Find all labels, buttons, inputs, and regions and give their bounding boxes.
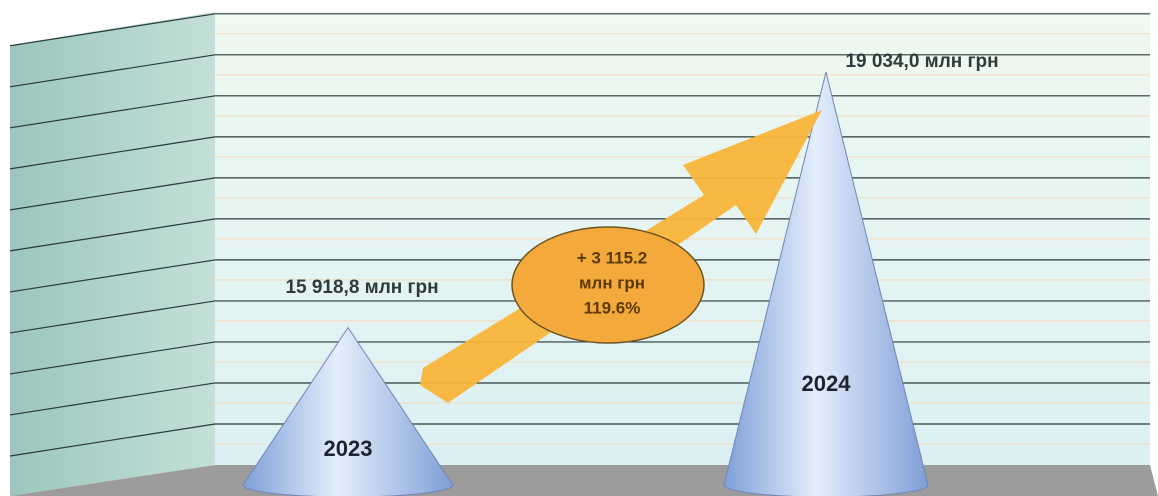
annotation-line: млн грн — [579, 273, 645, 292]
grid-line-side — [9, 13, 216, 47]
change-badge — [511, 226, 705, 344]
cone — [242, 326, 454, 496]
grid-line-side — [9, 218, 216, 252]
category-label: 2023 — [324, 436, 373, 461]
cone — [723, 71, 929, 496]
category-label: 2024 — [802, 371, 852, 396]
grid-line-side — [9, 54, 216, 88]
grid-line-side — [9, 259, 216, 293]
value-label: 19 034,0 млн грн — [845, 51, 998, 72]
value-label: 15 918,8 млн грн — [285, 277, 438, 298]
grid-line-side — [9, 341, 216, 375]
grid-line-side — [9, 136, 216, 170]
grid-line-side — [9, 300, 216, 334]
grid-line-side — [9, 95, 216, 129]
annotation-line: + 3 115.2 — [577, 248, 647, 267]
grid-line-side — [9, 423, 216, 457]
grid-line-side — [9, 177, 216, 211]
grid-line-side — [9, 382, 216, 416]
annotation-line: 119.6% — [584, 298, 641, 317]
side-wall — [10, 12, 215, 496]
